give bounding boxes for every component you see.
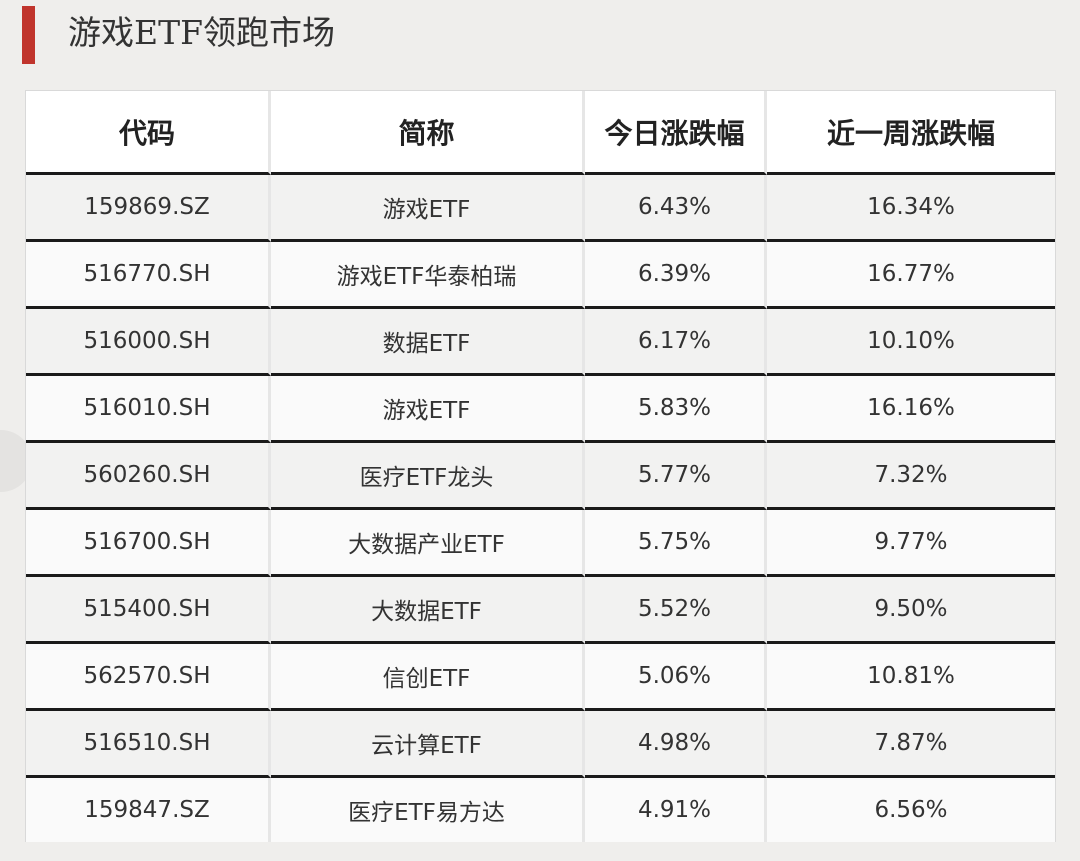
- header-name: 简称: [271, 91, 585, 175]
- etf-table: 代码 简称 今日涨跌幅 近一周涨跌幅 159869.SZ 游戏ETF 6.43%…: [26, 91, 1055, 842]
- cell-code: 562570.SH: [26, 644, 271, 711]
- cell-today-change: 5.83%: [585, 376, 767, 443]
- cell-today-change: 5.52%: [585, 577, 767, 644]
- table-row: 516010.SH 游戏ETF 5.83% 16.16%: [26, 376, 1055, 443]
- header-week-change: 近一周涨跌幅: [767, 91, 1055, 175]
- cell-today-change: 5.77%: [585, 443, 767, 510]
- cell-today-change: 6.43%: [585, 175, 767, 242]
- table-row: 516510.SH 云计算ETF 4.98% 7.87%: [26, 711, 1055, 778]
- cell-week-change: 16.34%: [767, 175, 1055, 242]
- cell-code: 516770.SH: [26, 242, 271, 309]
- cell-name: 医疗ETF易方达: [271, 778, 585, 842]
- page-title: 游戏ETF领跑市场: [68, 13, 335, 52]
- table-row: 516770.SH 游戏ETF华泰柏瑞 6.39% 16.77%: [26, 242, 1055, 309]
- cell-name: 大数据产业ETF: [271, 510, 585, 577]
- table-row: 515400.SH 大数据ETF 5.52% 9.50%: [26, 577, 1055, 644]
- cell-code: 516010.SH: [26, 376, 271, 443]
- cell-week-change: 10.10%: [767, 309, 1055, 376]
- cell-name: 大数据ETF: [271, 577, 585, 644]
- table-row: 560260.SH 医疗ETF龙头 5.77% 7.32%: [26, 443, 1055, 510]
- cell-week-change: 9.50%: [767, 577, 1055, 644]
- title-accent-bar: [22, 6, 35, 64]
- cell-name: 信创ETF: [271, 644, 585, 711]
- cell-today-change: 4.98%: [585, 711, 767, 778]
- table-row: 516700.SH 大数据产业ETF 5.75% 9.77%: [26, 510, 1055, 577]
- etf-table-container: 代码 简称 今日涨跌幅 近一周涨跌幅 159869.SZ 游戏ETF 6.43%…: [25, 90, 1056, 842]
- cell-code: 516510.SH: [26, 711, 271, 778]
- cell-today-change: 5.75%: [585, 510, 767, 577]
- cell-code: 560260.SH: [26, 443, 271, 510]
- cell-week-change: 9.77%: [767, 510, 1055, 577]
- cell-week-change: 7.87%: [767, 711, 1055, 778]
- cell-week-change: 16.77%: [767, 242, 1055, 309]
- cell-week-change: 10.81%: [767, 644, 1055, 711]
- cell-week-change: 7.32%: [767, 443, 1055, 510]
- table-row: 562570.SH 信创ETF 5.06% 10.81%: [26, 644, 1055, 711]
- cell-week-change: 6.56%: [767, 778, 1055, 842]
- header-today-change: 今日涨跌幅: [585, 91, 767, 175]
- cell-code: 159847.SZ: [26, 778, 271, 842]
- cell-code: 516000.SH: [26, 309, 271, 376]
- cell-code: 516700.SH: [26, 510, 271, 577]
- table-row: 516000.SH 数据ETF 6.17% 10.10%: [26, 309, 1055, 376]
- cell-name: 数据ETF: [271, 309, 585, 376]
- cell-week-change: 16.16%: [767, 376, 1055, 443]
- cell-name: 游戏ETF华泰柏瑞: [271, 242, 585, 309]
- cell-name: 云计算ETF: [271, 711, 585, 778]
- header-code: 代码: [26, 91, 271, 175]
- table-row: 159869.SZ 游戏ETF 6.43% 16.34%: [26, 175, 1055, 242]
- cell-name: 游戏ETF: [271, 376, 585, 443]
- table-header-row: 代码 简称 今日涨跌幅 近一周涨跌幅: [26, 91, 1055, 175]
- cell-today-change: 5.06%: [585, 644, 767, 711]
- cell-name: 游戏ETF: [271, 175, 585, 242]
- cell-today-change: 4.91%: [585, 778, 767, 842]
- table-row: 159847.SZ 医疗ETF易方达 4.91% 6.56%: [26, 778, 1055, 842]
- cell-code: 159869.SZ: [26, 175, 271, 242]
- cell-today-change: 6.17%: [585, 309, 767, 376]
- cell-code: 515400.SH: [26, 577, 271, 644]
- cell-today-change: 6.39%: [585, 242, 767, 309]
- cell-name: 医疗ETF龙头: [271, 443, 585, 510]
